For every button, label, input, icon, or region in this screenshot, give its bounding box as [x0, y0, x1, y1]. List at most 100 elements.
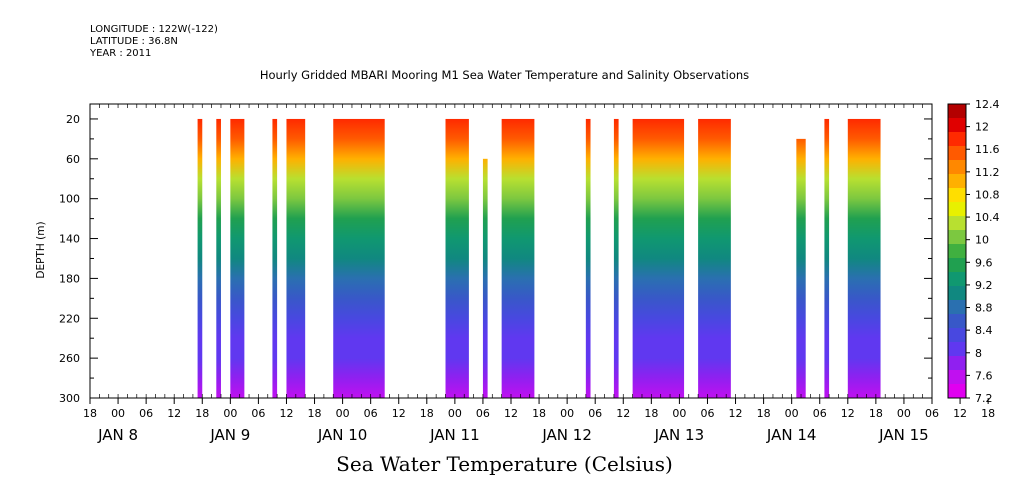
- y-tick-label: 140: [59, 233, 80, 246]
- colorbar-tick-label: 11.6: [975, 143, 1000, 156]
- data-segment: [286, 118, 306, 398]
- x-hour-tick-label: 06: [251, 407, 265, 420]
- x-hour-tick-label: 12: [841, 407, 855, 420]
- x-day-label: JAN 9: [209, 426, 250, 444]
- colorbar-swatch: [948, 328, 966, 343]
- y-axis-label: DEPTH (m): [35, 221, 47, 278]
- x-day-label: JAN 14: [766, 426, 817, 444]
- colorbar-swatch: [948, 230, 966, 245]
- colorbar-frame: [947, 103, 967, 399]
- x-day-label: JAN 15: [878, 426, 929, 444]
- colorbar-swatch: [948, 300, 966, 315]
- x-hour-tick-label: 00: [111, 407, 125, 420]
- colorbar-swatch: [948, 370, 966, 385]
- colorbar-tick-label: 7.6: [975, 369, 993, 382]
- x-day-label: JAN 12: [541, 426, 592, 444]
- x-hour-tick-label: 12: [953, 407, 967, 420]
- y-tick-label: 300: [59, 392, 80, 405]
- colorbar-swatch: [948, 104, 966, 119]
- data-segment: [197, 118, 203, 398]
- x-hour-tick-label: 18: [757, 407, 771, 420]
- x-hour-tick-label: 18: [83, 407, 97, 420]
- colorbar-swatch: [948, 216, 966, 231]
- latitude-text: LATITUDE : 36.8N: [90, 36, 178, 47]
- data-segment: [482, 158, 488, 398]
- x-hour-tick-label: 06: [476, 407, 490, 420]
- data-segment: [216, 118, 221, 398]
- x-hour-tick-label: 12: [279, 407, 293, 420]
- colorbar-swatch: [948, 202, 966, 217]
- colorbar-tick-label: 9.6: [975, 256, 993, 269]
- x-day-label: JAN 13: [654, 426, 705, 444]
- data-segments: [197, 118, 881, 399]
- y-tick-label: 220: [59, 312, 80, 325]
- colorbar-swatch: [948, 174, 966, 189]
- colorbar-tick-label: 10.8: [975, 188, 1000, 201]
- chart-title: Hourly Gridded MBARI Mooring M1 Sea Wate…: [259, 68, 750, 82]
- longitude-text: LONGITUDE : 122W(-122): [90, 24, 218, 35]
- x-hour-tick-label: 06: [925, 407, 939, 420]
- colorbar: 12.4 12 11.6 11.2 10.8 10.4 10 9.6 9.2 8.8 8.4 8 7.6…: [947, 98, 1000, 405]
- colorbar-swatch: [948, 146, 966, 161]
- x-day-label: JAN 10: [317, 426, 368, 444]
- y-tick-label: 180: [59, 272, 80, 285]
- colorbar-swatch: [948, 342, 966, 357]
- x-hour-tick-label: 12: [392, 407, 406, 420]
- colorbar-swatch: [948, 160, 966, 175]
- y-tick-label: 260: [59, 352, 80, 365]
- x-hour-tick-label: 00: [785, 407, 799, 420]
- colorbar-swatch: [948, 118, 966, 133]
- data-segment: [333, 118, 385, 398]
- axes: 18 00 06 12 18 00 06 12 18 00 06 12 18 00 06 12 18 00 06 12…: [59, 103, 995, 444]
- colorbar-swatch: [948, 286, 966, 301]
- colorbar-swatch: [948, 258, 966, 273]
- x-hour-tick-label: 12: [504, 407, 518, 420]
- colorbar-swatch: [948, 356, 966, 371]
- y-tick-label: 60: [66, 153, 80, 166]
- x-hour-tick-label: 06: [364, 407, 378, 420]
- x-hour-tick-label: 00: [672, 407, 686, 420]
- x-hour-tick-label: 06: [588, 407, 602, 420]
- data-segment: [796, 138, 806, 399]
- colorbar-tick-label: 10.4: [975, 211, 1000, 224]
- colorbar-tick-label: 11.2: [975, 166, 1000, 179]
- data-segment: [585, 118, 591, 398]
- data-segment: [230, 118, 245, 398]
- colorbar-tick-label: 7.2: [975, 392, 993, 405]
- x-hour-tick-label: 00: [223, 407, 237, 420]
- x-hour-tick-label: 12: [729, 407, 743, 420]
- x-hour-tick-label: 06: [700, 407, 714, 420]
- colorbar-units-label: Sea Water Temperature (Celsius): [336, 452, 673, 476]
- colorbar-swatch: [948, 132, 966, 147]
- x-hour-tick-label: 00: [897, 407, 911, 420]
- x-hour-tick-label: 00: [560, 407, 574, 420]
- x-hour-tick-label: 00: [448, 407, 462, 420]
- y-tick-label: 20: [66, 113, 80, 126]
- data-segment: [613, 118, 619, 398]
- colorbar-swatch: [948, 272, 966, 287]
- x-hour-tick-label: 18: [532, 407, 546, 420]
- x-hour-tick-label: 00: [336, 407, 350, 420]
- colorbar-tick-label: 12: [975, 121, 989, 134]
- data-segment: [501, 118, 535, 398]
- data-segment: [445, 118, 469, 398]
- x-hour-tick-label: 18: [195, 407, 209, 420]
- x-hour-tick-label: 06: [813, 407, 827, 420]
- x-hour-tick-label: 12: [167, 407, 181, 420]
- x-day-label: JAN 8: [97, 426, 138, 444]
- colorbar-tick-label: 8.8: [975, 302, 993, 315]
- colorbar-tick-label: 12.4: [975, 98, 1000, 111]
- x-hour-tick-label: 06: [139, 407, 153, 420]
- colorbar-swatch: [948, 314, 966, 329]
- data-segment: [824, 118, 830, 398]
- colorbar-swatch: [948, 384, 966, 399]
- x-hour-tick-label: 12: [616, 407, 630, 420]
- colorbar-tick-label: 8.4: [975, 324, 993, 337]
- x-hour-tick-label: 18: [644, 407, 658, 420]
- data-segment: [698, 118, 731, 398]
- colorbar-tick-label: 10: [975, 234, 989, 247]
- colorbar-tick-label: 9.2: [975, 279, 993, 292]
- location-metadata: LONGITUDE : 122W(-122) LATITUDE : 36.8N …: [90, 24, 218, 60]
- colorbar-tick-label: 8: [975, 347, 982, 360]
